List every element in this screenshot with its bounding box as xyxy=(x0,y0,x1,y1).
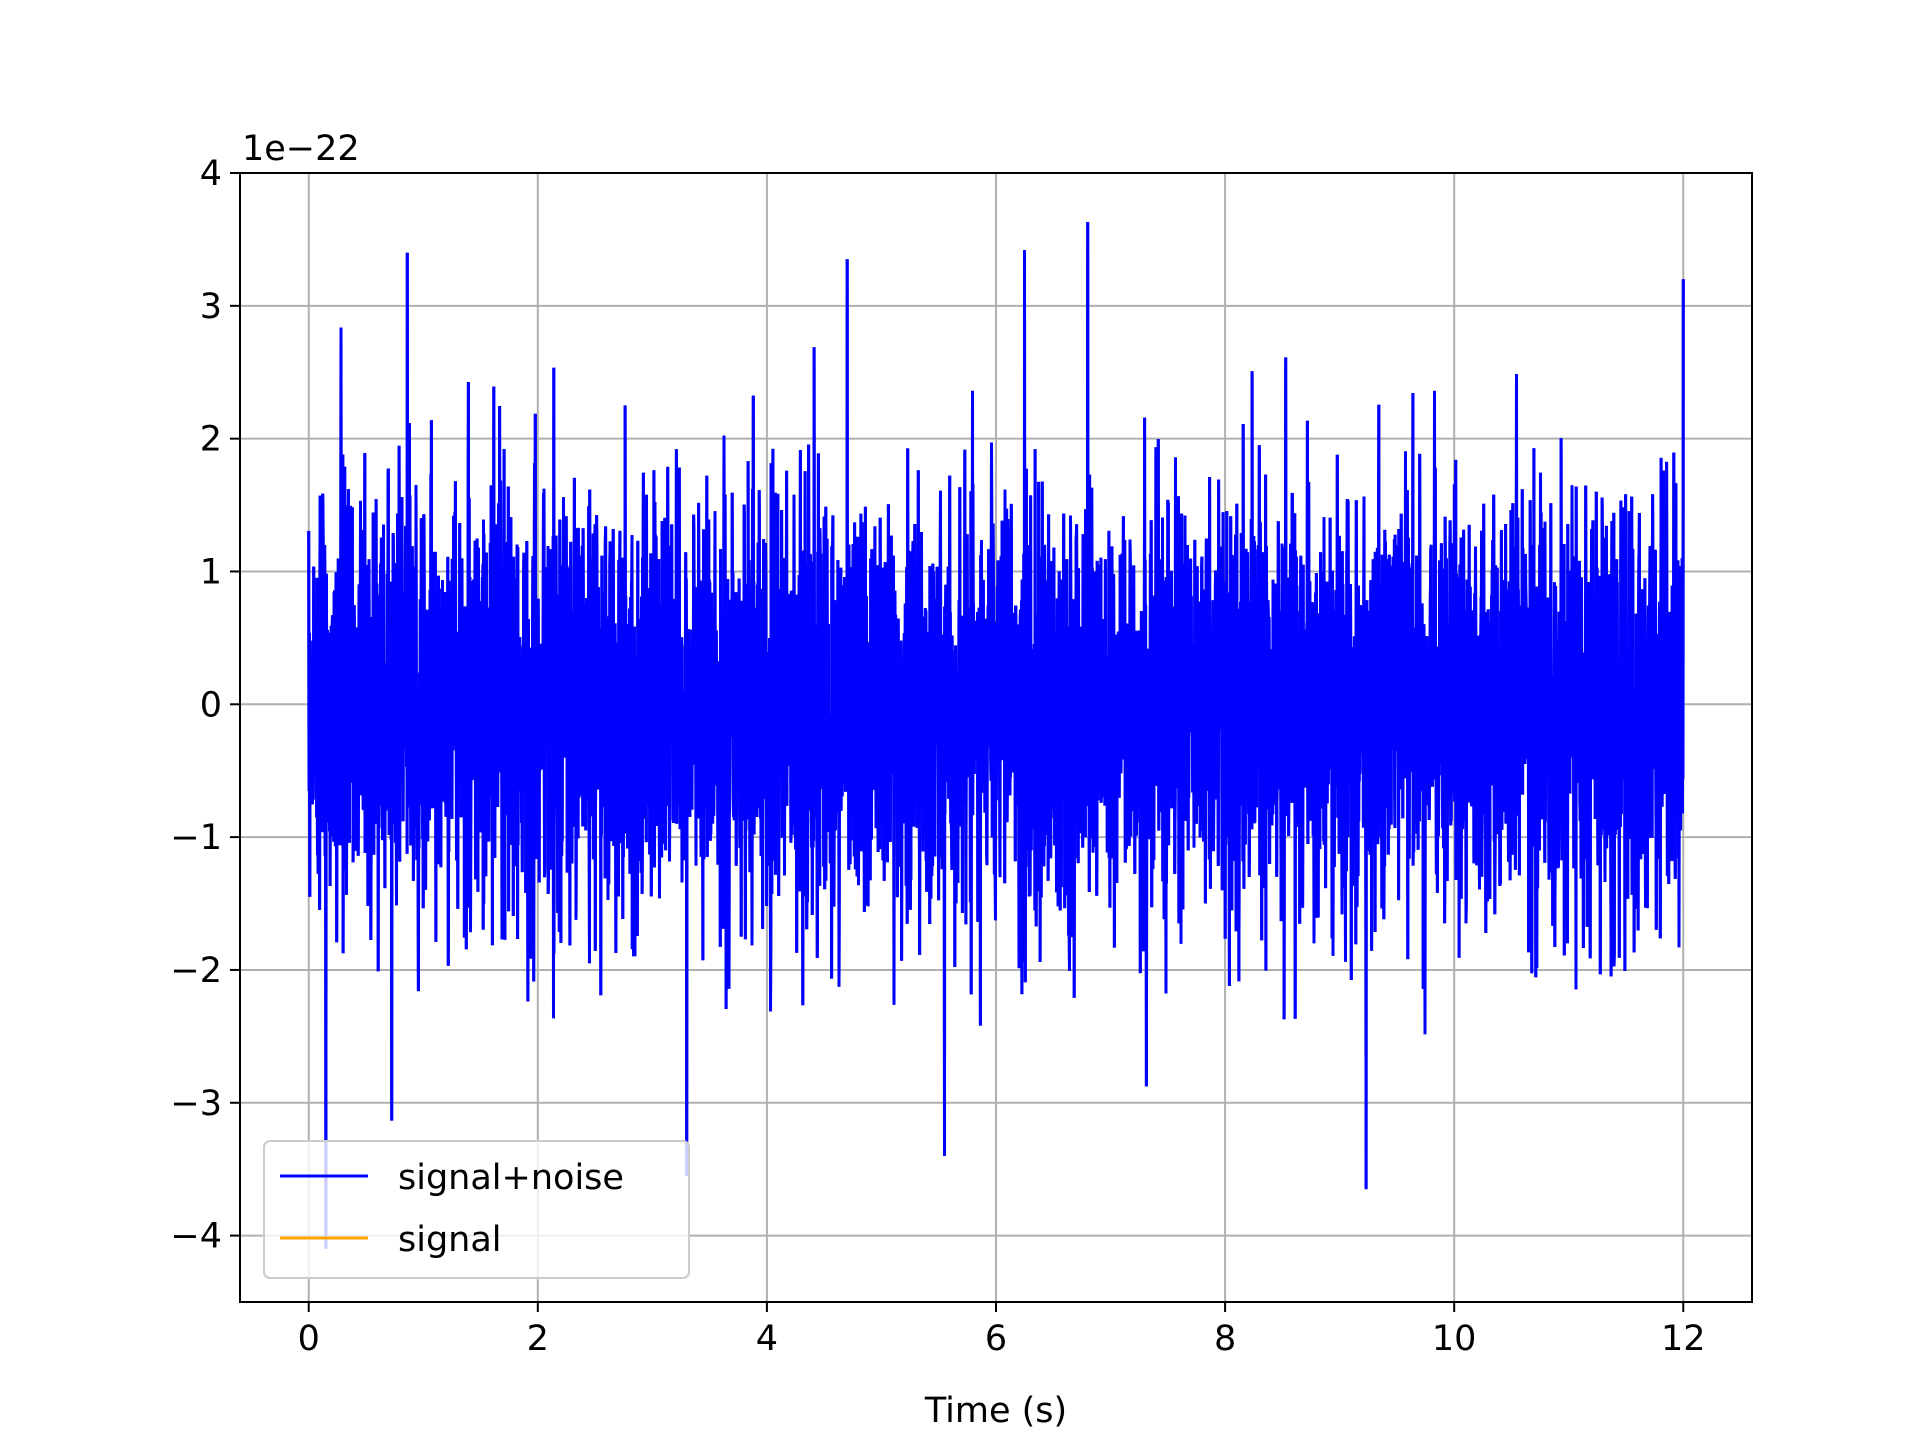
y-tick-label: −1 xyxy=(170,818,222,858)
series-layer xyxy=(307,222,1685,1249)
x-tick-label: 6 xyxy=(985,1319,1007,1359)
x-tick-label: 4 xyxy=(756,1319,778,1359)
series-line-signal-noise-overlay xyxy=(307,222,1685,1249)
legend-label-signal: signal xyxy=(398,1220,502,1260)
legend: signal+noise signal xyxy=(263,1140,690,1279)
x-axis: 0 2 4 6 8 10 12 xyxy=(298,1302,1706,1359)
y-tick-label: 0 xyxy=(200,685,222,725)
x-tick-label: 2 xyxy=(527,1319,549,1359)
y-tick-label: −4 xyxy=(170,1217,222,1257)
y-tick-label: −2 xyxy=(170,951,222,991)
y-tick-label: 4 xyxy=(200,154,222,194)
y-tick-label: 1 xyxy=(200,552,222,592)
y-tick-label: 2 xyxy=(200,420,222,460)
x-axis-label: Time (s) xyxy=(924,1391,1067,1431)
x-tick-label: 10 xyxy=(1432,1319,1477,1359)
y-offset-label: 1e−22 xyxy=(242,129,360,169)
legend-label-signal-noise: signal+noise xyxy=(398,1158,624,1198)
y-axis: 4 3 2 1 0 −1 −2 −3 −4 xyxy=(170,154,240,1257)
x-tick-label: 8 xyxy=(1214,1319,1236,1359)
x-tick-label: 0 xyxy=(298,1319,320,1359)
x-tick-label: 12 xyxy=(1661,1319,1706,1359)
legend-box xyxy=(263,1140,690,1279)
y-tick-label: 3 xyxy=(200,287,222,327)
y-tick-label: −3 xyxy=(170,1084,222,1124)
